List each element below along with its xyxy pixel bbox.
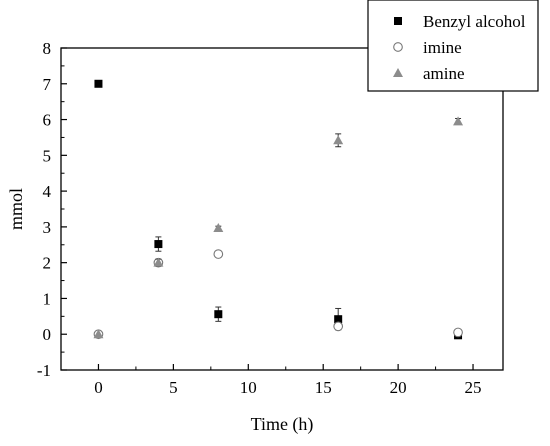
legend-item: imine — [393, 38, 462, 57]
y-axis-label: mmol — [6, 188, 26, 230]
y-tick-label: 7 — [43, 75, 52, 94]
y-tick-label: 1 — [43, 289, 52, 308]
data-point — [453, 116, 464, 126]
axes — [60, 47, 504, 371]
data-point — [213, 249, 224, 259]
y-tick-label: 5 — [43, 146, 52, 165]
data-point — [153, 257, 164, 267]
x-tick-label: 25 — [465, 378, 482, 397]
x-tick-label: 15 — [315, 378, 332, 397]
legend: Benzyl alcohol imine amine — [367, 0, 539, 92]
data-point — [154, 240, 163, 249]
legend-marker — [393, 68, 403, 77]
x-tick-label: 20 — [390, 378, 407, 397]
legend-marker — [394, 17, 402, 25]
data-point — [333, 321, 344, 332]
y-axis-ticks: -1 0 1 2 3 4 5 6 7 8 — [37, 39, 67, 380]
y-tick-label: 8 — [43, 39, 52, 58]
y-tick-label: 3 — [43, 218, 52, 237]
data-point — [93, 329, 104, 339]
data-point — [453, 327, 463, 338]
legend-item: amine — [393, 64, 465, 83]
data-point — [334, 315, 343, 324]
data-point — [213, 222, 224, 232]
series-imine — [93, 249, 463, 340]
legend-label: amine — [423, 64, 465, 83]
data-point — [333, 135, 344, 145]
x-tick-label: 0 — [94, 378, 103, 397]
y-tick-label: 0 — [43, 325, 52, 344]
series-amine — [93, 116, 464, 339]
y-tick-label: -1 — [37, 361, 51, 380]
plot-frame — [60, 47, 504, 371]
y-tick-label: 6 — [43, 111, 52, 130]
data-series — [93, 79, 464, 340]
legend-label: Benzyl alcohol — [423, 12, 526, 31]
legend-label: imine — [423, 38, 462, 57]
y-tick-label: 2 — [43, 254, 52, 273]
data-point — [94, 79, 103, 88]
x-axis-ticks: 0 5 10 15 20 25 — [94, 364, 482, 397]
legend-item: Benzyl alcohol — [394, 12, 526, 31]
x-tick-label: 5 — [169, 378, 178, 397]
series-benzyl-alcohol — [94, 79, 463, 340]
legend-marker — [393, 42, 403, 52]
x-tick-label: 10 — [240, 378, 257, 397]
data-point — [214, 310, 223, 319]
y-tick-label: 4 — [43, 182, 52, 201]
x-axis-label: Time (h) — [251, 414, 314, 435]
